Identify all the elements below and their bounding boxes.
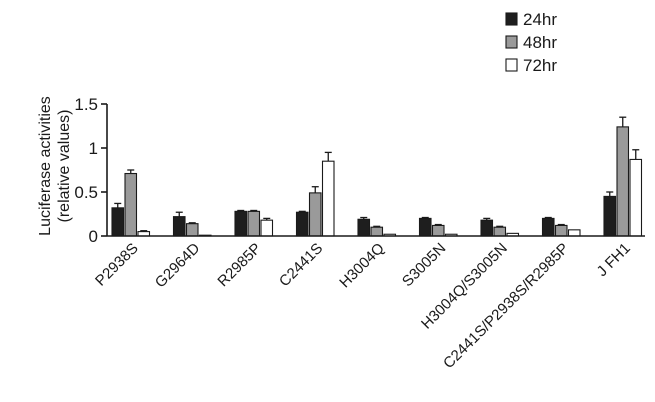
- bar-group: [418, 216, 458, 237]
- legend-label-24hr: 24hr: [523, 10, 557, 29]
- bar-48hr: [308, 192, 322, 237]
- legend: 24hr 48hr 72hr: [505, 10, 557, 75]
- y-tick-label: 0.5: [74, 183, 98, 202]
- bar-72hr: [567, 229, 581, 237]
- y-tick-label: 1.5: [74, 95, 98, 114]
- bar-group: [295, 151, 335, 237]
- y-tick-label: 1: [89, 139, 98, 158]
- x-tick-label: C2441S/P2938S/R2985P: [440, 240, 572, 372]
- y-axis: 0 0.5 1 1.5: [74, 95, 108, 246]
- bar-24hr: [541, 217, 555, 237]
- y-axis-label-line-2: (relative values): [56, 110, 73, 223]
- bar-groups: [111, 116, 643, 237]
- bar-48hr: [493, 226, 507, 237]
- y-axis-label-line-1: Luciferase activities: [37, 96, 54, 236]
- bar-24hr: [172, 216, 186, 237]
- x-tick-label: G2964D: [152, 240, 204, 292]
- x-tick-label: R2985P: [214, 240, 264, 290]
- bar-group: [234, 209, 274, 237]
- x-tick-label: C2441S: [276, 240, 326, 290]
- bar-group: [603, 116, 643, 237]
- bar-24hr: [111, 207, 125, 237]
- legend-swatch-72hr: [505, 58, 518, 72]
- bar-group: [357, 216, 397, 237]
- bar-48hr: [370, 226, 384, 237]
- legend-label-48hr: 48hr: [523, 33, 557, 52]
- x-tick-label: J FH1: [594, 240, 634, 280]
- bar-group: [172, 211, 212, 237]
- legend-swatch-48hr: [505, 35, 518, 49]
- bar-24hr: [603, 195, 617, 237]
- y-tick-label: 0: [89, 227, 98, 246]
- legend-swatch-24hr: [505, 12, 518, 26]
- x-tick-label: P2938S: [92, 240, 142, 290]
- bar-48hr: [247, 210, 261, 237]
- bar-24hr: [234, 210, 248, 237]
- bar-group: [111, 169, 151, 237]
- bar-48hr: [616, 126, 630, 237]
- bar-24hr: [480, 219, 494, 237]
- bar-72hr: [321, 160, 335, 237]
- bar-48hr: [554, 224, 568, 237]
- legend-label-72hr: 72hr: [523, 56, 557, 75]
- bar-72hr: [260, 219, 274, 237]
- bar-72hr: [629, 158, 643, 237]
- bar-group: [480, 217, 520, 237]
- x-axis: P2938S G2964D R2985P C2441S H3004Q S3005NH300…: [92, 235, 645, 372]
- bar-24hr: [295, 211, 309, 237]
- bar-24hr: [418, 217, 432, 237]
- x-tick-label: S3005N: [399, 240, 449, 290]
- y-axis-label: Luciferase activities (relative values): [37, 96, 73, 236]
- bar-group: [541, 216, 581, 237]
- bar-48hr: [124, 172, 138, 237]
- bar-48hr: [431, 224, 445, 237]
- bar-48hr: [185, 223, 199, 237]
- bar-24hr: [357, 218, 371, 237]
- x-tick-label: H3004Q: [336, 240, 388, 292]
